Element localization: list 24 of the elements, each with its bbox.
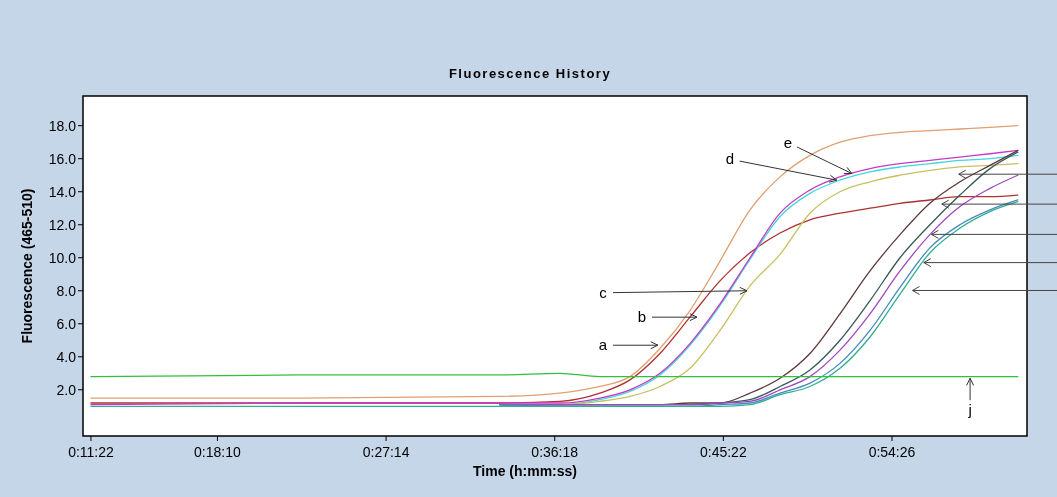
y-tick-label: 18.0: [48, 117, 77, 134]
y-tick-label: 16.0: [48, 150, 77, 167]
x-axis-title: Time (h:mm:ss): [473, 463, 577, 479]
annotation: d: [725, 150, 735, 168]
y-tick-label: 2.0: [56, 381, 77, 398]
annotation: j: [967, 401, 972, 419]
annotation: c: [599, 284, 608, 302]
y-tick-label: 12.0: [48, 216, 77, 233]
y-tick-label: 14.0: [48, 183, 77, 200]
y-tick-label: 6.0: [56, 315, 77, 332]
x-tick-label: 0:36:18: [531, 444, 579, 460]
y-tick-label: 8.0: [56, 282, 77, 299]
x-tick-label: 0:18:10: [194, 444, 242, 460]
x-tick-label: 0:54:26: [868, 444, 916, 460]
annotation: a: [598, 336, 608, 354]
y-tick-label: 4.0: [56, 348, 77, 365]
annotation: e: [783, 133, 793, 151]
annotation: b: [637, 308, 647, 326]
x-tick-label: 0:45:22: [700, 444, 747, 460]
y-tick-label: 10.0: [48, 249, 77, 266]
x-tick-label: 0:27:14: [362, 444, 410, 460]
y-axis-title: Fluorescence (465-510): [19, 188, 35, 344]
chart-title: Fluorescence History: [448, 66, 612, 81]
x-tick-label: 0:11:22: [68, 444, 115, 460]
